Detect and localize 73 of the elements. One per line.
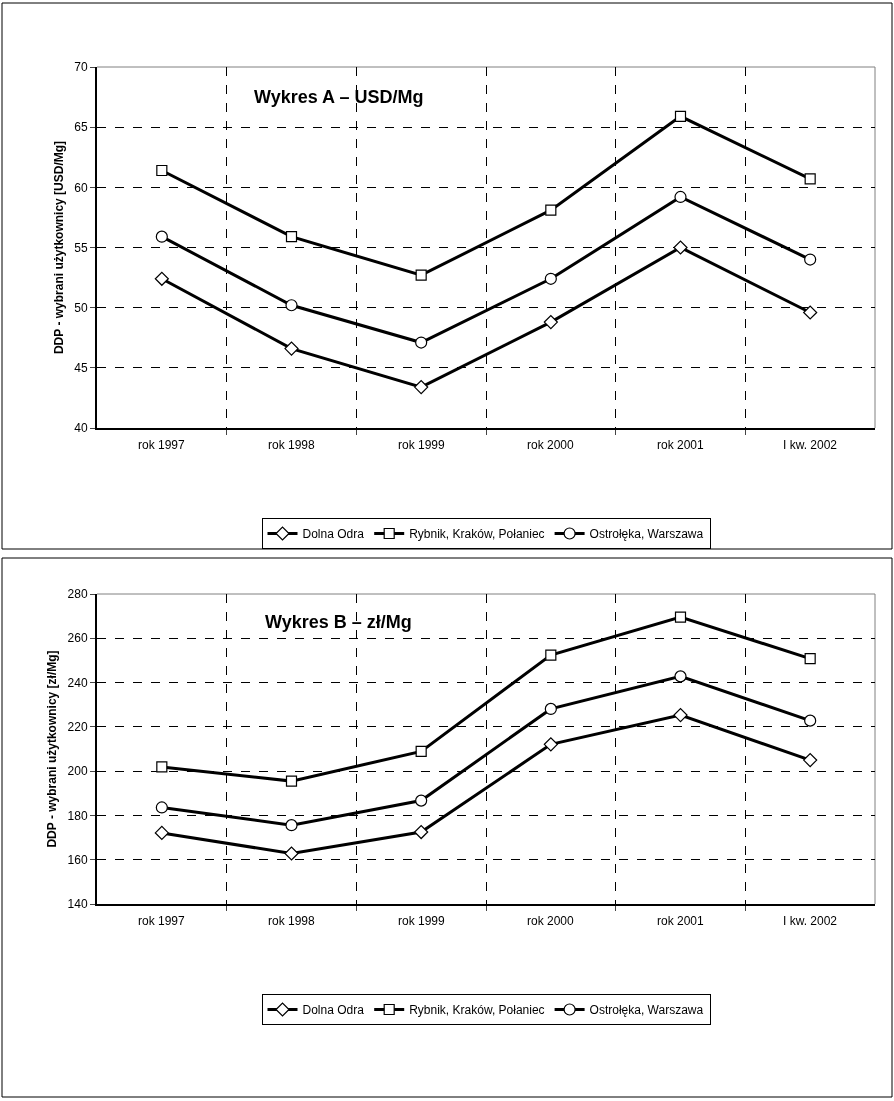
point [284, 846, 299, 861]
y-tick-label: 220 [67, 720, 88, 735]
point [673, 708, 688, 723]
x-tick-label: rok 1998 [268, 438, 316, 452]
x-tick-label: rok 1998 [268, 914, 316, 928]
x-tick-label: I kw. 2002 [783, 914, 838, 928]
y-axis-title: DDP - wybrani użytkownicy [zł/Mg] [45, 650, 60, 848]
x-tick-label: rok 2001 [657, 438, 705, 452]
x-tick-label: I kw. 2002 [783, 438, 838, 452]
point [674, 110, 687, 122]
legend-label: Dolna Odra [302, 527, 365, 542]
point [155, 230, 168, 243]
y-tick-label: 45 [74, 361, 88, 376]
legend-label: Ostrołęka, Warszawa [589, 1003, 704, 1018]
y-tick-label: 140 [67, 897, 88, 912]
y-tick-label: 180 [67, 808, 88, 823]
point [545, 204, 557, 216]
point [803, 305, 818, 320]
y-tick-label: 200 [67, 764, 88, 779]
point [804, 653, 816, 665]
x-tick-label: rok 2000 [527, 438, 575, 452]
point [156, 164, 168, 177]
point [415, 269, 427, 281]
text: Wykres A – USD/Mg [254, 87, 424, 107]
point [414, 824, 429, 840]
y-tick-label: 70 [74, 60, 88, 75]
point [543, 737, 558, 752]
point [415, 794, 428, 807]
point [285, 299, 298, 312]
point [285, 775, 298, 787]
x-tick-label: rok 1999 [398, 914, 446, 928]
point [674, 611, 687, 623]
y-tick-label: 40 [74, 421, 88, 436]
point [804, 714, 817, 727]
point [674, 190, 687, 204]
point [804, 173, 816, 185]
y-tick-label: 260 [67, 631, 88, 646]
legend-label: Ostrołęka, Warszawa [589, 527, 704, 542]
y-tick-label: 60 [74, 180, 88, 195]
point [155, 801, 168, 814]
point [415, 745, 427, 758]
point [803, 752, 818, 768]
legend-label: Dolna Odra [302, 1003, 365, 1018]
point [284, 341, 299, 356]
point [543, 315, 558, 330]
y-tick-label: 65 [74, 120, 88, 135]
x-tick-label: rok 1999 [398, 438, 446, 452]
text: Wykres B – zł/Mg [265, 612, 412, 632]
point [156, 761, 168, 773]
x-tick-label: rok 2000 [527, 914, 575, 928]
x-tick-label: rok 2001 [657, 914, 705, 928]
y-tick-label: 55 [74, 240, 88, 255]
legend-label: Rybnik, Kraków, Połaniec [409, 1003, 545, 1018]
legend-label: Rybnik, Kraków, Połaniec [409, 527, 545, 542]
x-tick-label: rok 1997 [138, 438, 186, 452]
point [674, 670, 687, 683]
y-tick-label: 240 [67, 675, 88, 690]
y-tick-label: 160 [67, 852, 88, 867]
point [804, 253, 817, 266]
y-tick-label: 50 [74, 300, 88, 315]
point [285, 231, 298, 243]
point [544, 702, 557, 716]
y-tick-label: 280 [67, 587, 88, 602]
point [673, 240, 688, 255]
point [154, 271, 169, 286]
point [545, 649, 557, 661]
point [414, 379, 429, 395]
point [154, 825, 169, 841]
x-tick-label: rok 1997 [138, 914, 186, 928]
y-axis-title: DDP - wybrani użytkownicy [USD/Mg] [52, 140, 67, 355]
point [544, 272, 557, 285]
point [415, 336, 428, 349]
point [285, 819, 298, 832]
